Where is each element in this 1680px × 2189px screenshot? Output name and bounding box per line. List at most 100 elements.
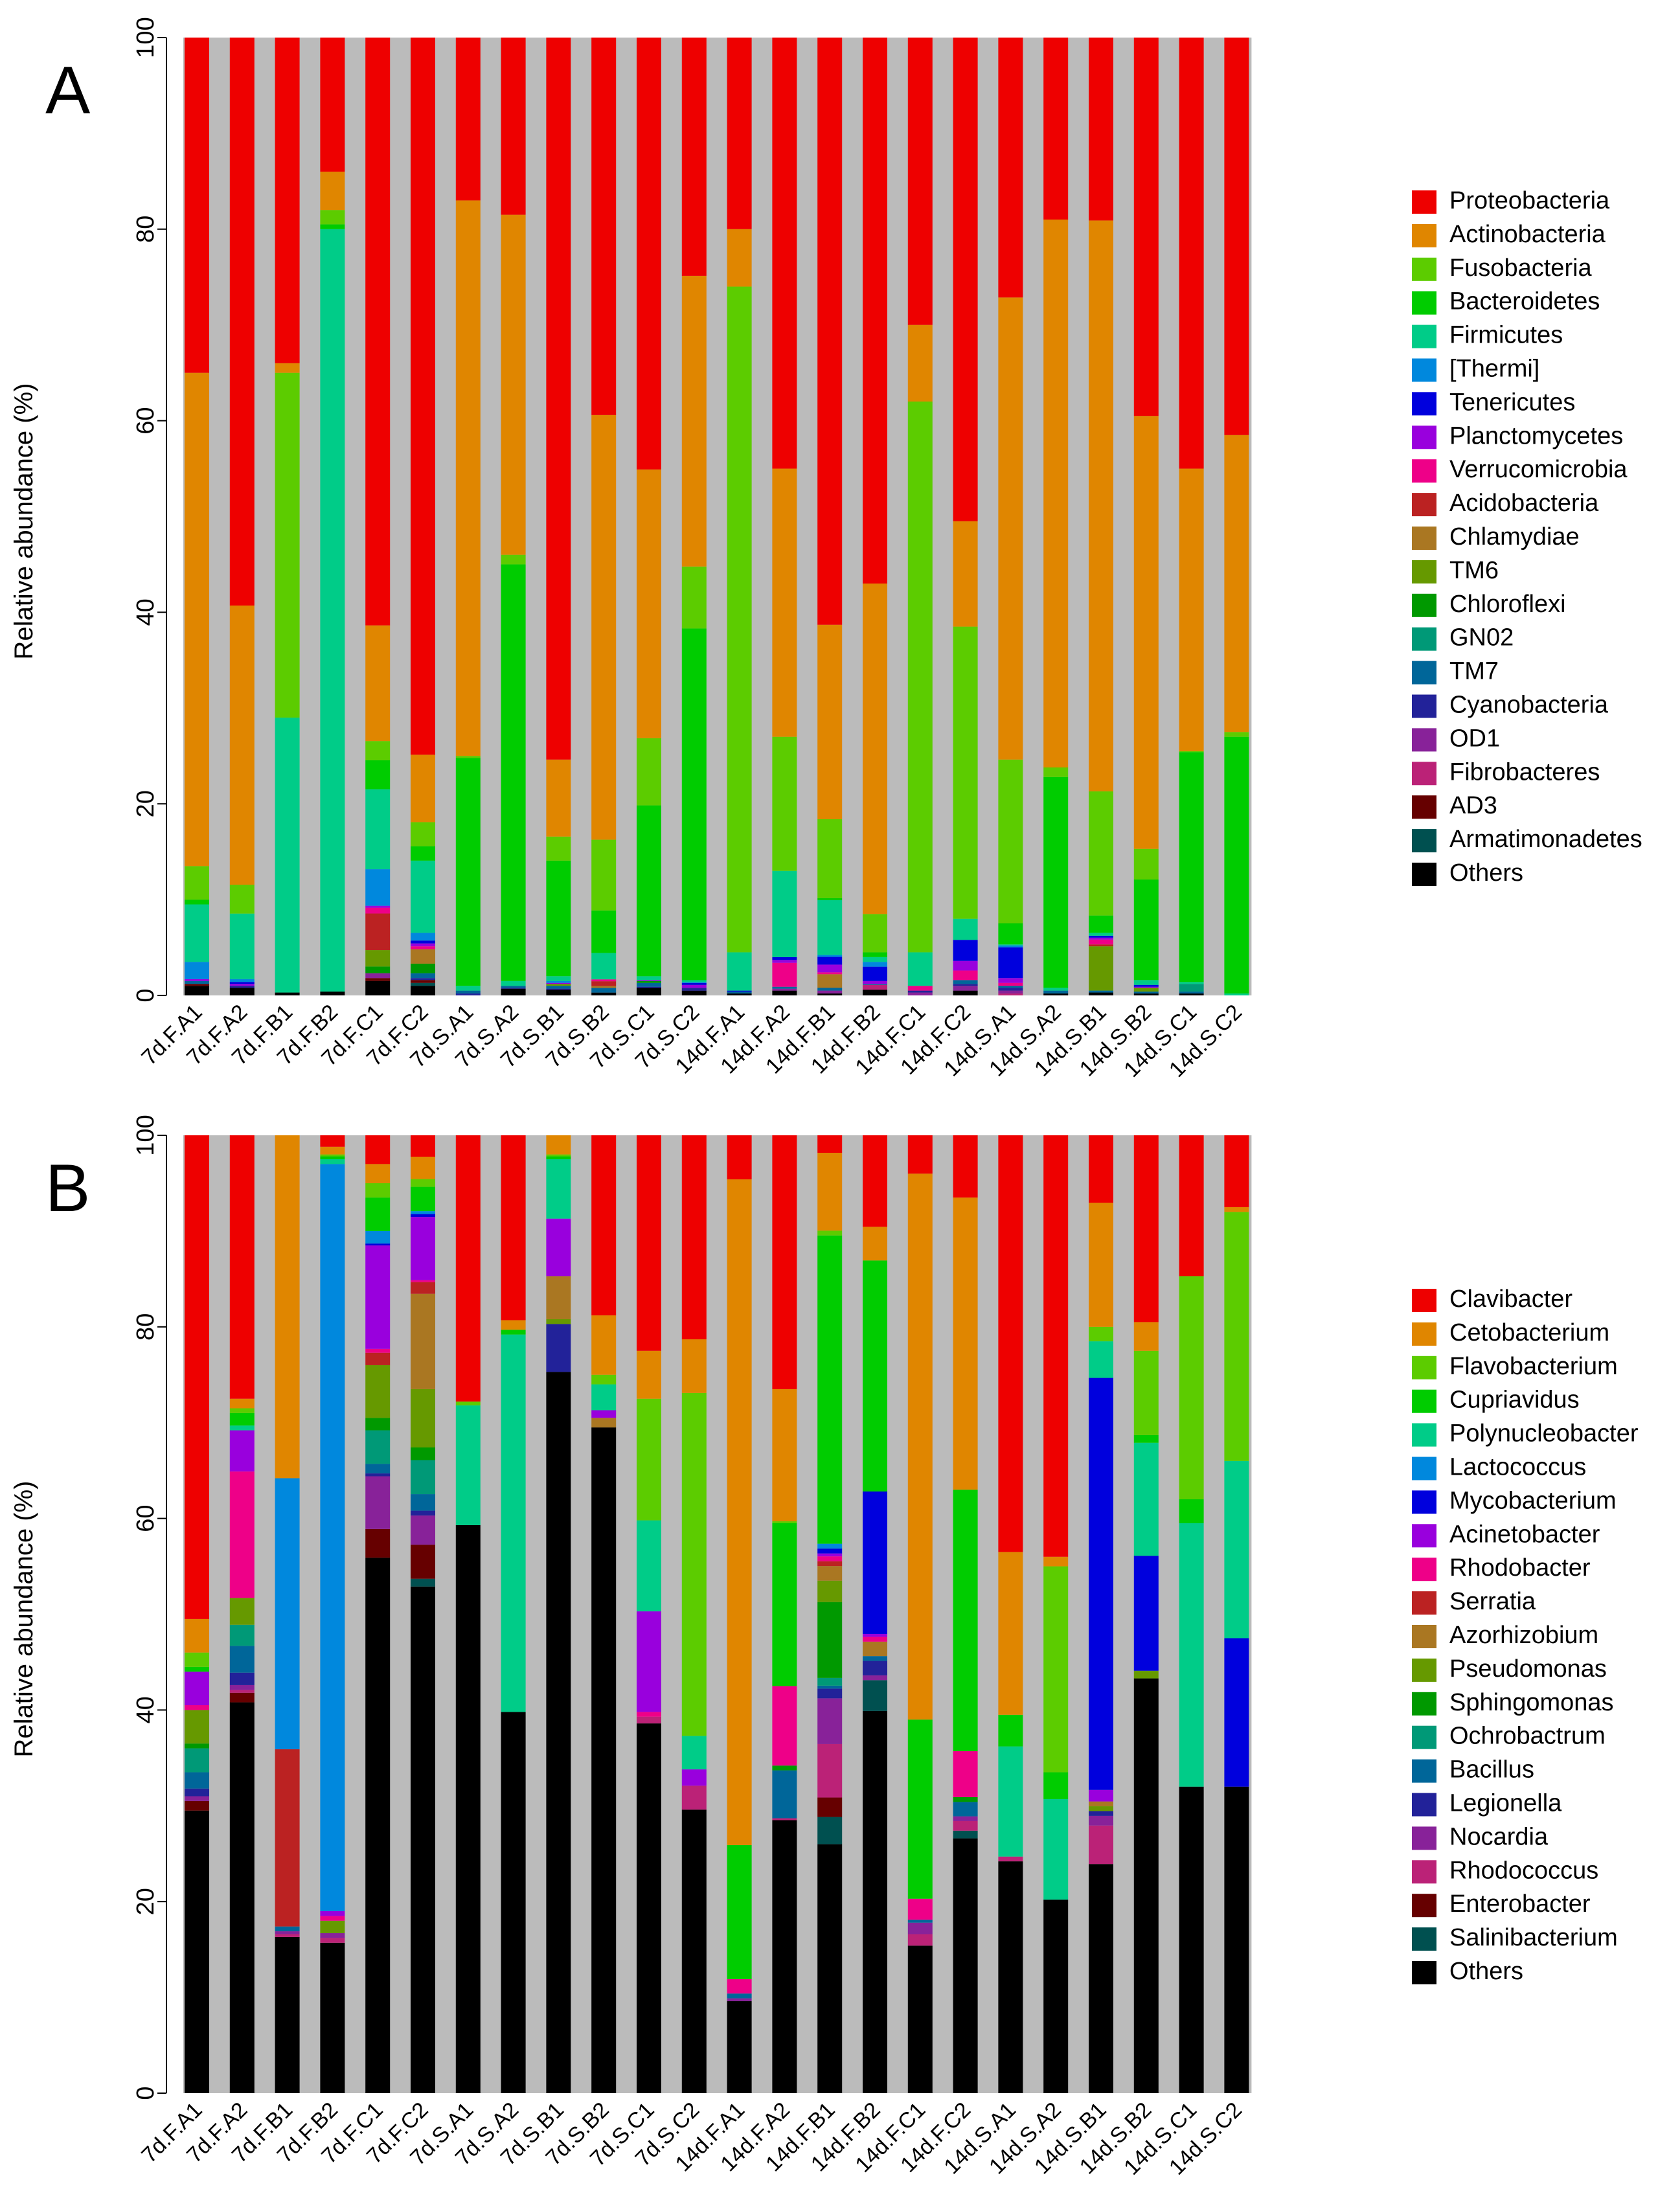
bar-segment-thermi-7d-f-c2 — [411, 933, 435, 941]
bar-segment-proteobacteria-7d-s-b2 — [591, 38, 617, 415]
bar-segment-planctomycetes-14d-s-a1 — [998, 978, 1023, 983]
y-tick-label: 20 — [132, 1888, 159, 1915]
bar-segment-od1-14d-f-a2 — [772, 988, 797, 991]
bar-segment-proteobacteria-14d-s-c2 — [1224, 38, 1249, 435]
bar-segment-nocardia-14d-f-b2 — [863, 1675, 887, 1681]
bar-segment-cyanobacteria-14d-s-a1 — [998, 988, 1023, 991]
bar-segment-cupriavidus-14d-s-a2 — [1043, 1772, 1069, 1799]
legend-label: Rhodococcus — [1449, 1857, 1598, 1884]
bar-segment-clavibacter-7d-f-a2 — [229, 1135, 255, 1399]
bar-segment-cyanobacteria-14d-f-c1 — [907, 990, 933, 993]
bar-segment-planctomycetes-7d-f-a2 — [229, 984, 255, 986]
bar-segment-verrucomicrobia-14d-f-c1 — [907, 986, 933, 991]
bar-segment-armatimonadetes-7d-f-c2 — [411, 982, 435, 986]
bar-segment-rhodobacter-14d-f-a1 — [727, 1979, 752, 1994]
bar-segment-tenericutes-7d-f-a2 — [229, 982, 255, 984]
bar-segment-lactococcus-7d-f-c2 — [411, 1211, 435, 1214]
bar-segment-rhodococcus-14d-f-c1 — [907, 1934, 933, 1946]
bar-segment-rhodococcus-14d-s-b1 — [1089, 1825, 1113, 1865]
bar-segment-rhodococcus-7d-f-b2 — [320, 1938, 345, 1943]
bar-segment-ochrobactrum-7d-f-c1 — [365, 1430, 391, 1464]
bar-segment-od1-7d-f-c1 — [365, 973, 391, 979]
bar-segment-pseudomonas-7d-f-b2 — [320, 1920, 345, 1934]
legend-label: Lactococcus — [1449, 1454, 1586, 1481]
bar-segment-cetobacterium-7d-f-b2 — [320, 1146, 345, 1155]
bar-segment-planctomycetes-7d-f-c1 — [365, 905, 391, 908]
bar-segment-actinobacteria-7d-f-c1 — [365, 625, 391, 742]
bar-segment-flavobacterium-7d-f-a1 — [185, 1652, 209, 1667]
bar-segment-proteobacteria-14d-f-b2 — [863, 38, 887, 584]
legend-swatch — [1412, 1692, 1436, 1716]
bar-segment-polynucleobacter-14d-s-a1 — [998, 1746, 1023, 1857]
bar-segment-rhodobacter-14d-f-b1 — [817, 1556, 843, 1561]
bar-segment-tm7-14d-s-c1 — [1179, 992, 1204, 994]
bar-segment-others-7d-f-b1 — [275, 1936, 300, 2093]
bar-segment-thermi-7d-f-a1 — [185, 962, 209, 979]
bar-segment-others-14d-f-b1 — [817, 1844, 843, 2093]
bar-segment-cetobacterium-7d-s-c2 — [681, 1339, 707, 1393]
bar-segment-others-14d-s-c2 — [1224, 1786, 1249, 2093]
bar-segment-clavibacter-14d-s-b2 — [1133, 1135, 1159, 1322]
bar-segment-proteobacteria-7d-f-c1 — [365, 38, 391, 626]
legend-swatch — [1412, 1558, 1436, 1582]
legend-label: Nocardia — [1449, 1823, 1549, 1850]
bar-segment-od1-14d-f-b1 — [817, 990, 843, 994]
legend-label: OD1 — [1449, 725, 1500, 752]
bar-segment-tm7-14d-s-a1 — [998, 986, 1023, 988]
bar-segment-others-7d-f-b2 — [320, 1942, 345, 2093]
bar-segment-clavibacter-14d-s-b1 — [1089, 1135, 1113, 1203]
bar-segment-bacteroidetes-7d-s-c2 — [681, 628, 707, 981]
y-tick-label: 80 — [132, 216, 159, 243]
bar-segment-flavobacterium-7d-s-c1 — [637, 1398, 661, 1521]
bar-segment-flavobacterium-7d-f-c1 — [365, 1183, 391, 1198]
bar-segment-actinobacteria-7d-s-c1 — [637, 469, 661, 738]
bar-segment-ad3-7d-f-c1 — [365, 978, 391, 981]
bar-segment-cupriavidus-14d-s-c1 — [1179, 1499, 1204, 1523]
bar-segment-lactococcus-7d-f-c1 — [365, 1231, 391, 1244]
bar-segment-planctomycetes-7d-f-a1 — [185, 979, 209, 981]
bar-segment-flavobacterium-7d-s-a1 — [455, 1401, 481, 1406]
bar-segment-actinobacteria-14d-f-a2 — [772, 468, 797, 737]
legend-label: Chlamydiae — [1449, 523, 1580, 550]
panel-b: B Relative abundance (%) 0 20 40 60 80 100 7d.… — [10, 1115, 1639, 2180]
bar-segment-bacillus-14d-f-a1 — [727, 1993, 752, 1999]
bar-segment-mycobacterium-7d-f-c2 — [411, 1214, 435, 1218]
bar-segment-proteobacteria-7d-f-b1 — [275, 38, 300, 363]
bar-segment-others-7d-f-a1 — [185, 986, 209, 995]
bar-segment-others-14d-s-b1 — [1089, 1864, 1113, 2093]
bar-segment-polynucleobacter-7d-s-a2 — [501, 1334, 526, 1712]
bar-segment-bacteroidetes-7d-f-c1 — [365, 760, 391, 789]
y-axis-label-b: Relative abundance (%) — [10, 1481, 38, 1758]
bar-segment-polynucleobacter-7d-s-c1 — [637, 1520, 661, 1612]
bar-segment-bacteroidetes-14d-s-a2 — [1043, 777, 1069, 988]
legend-label: Bacteroidetes — [1449, 288, 1600, 315]
bar-segment-fusobacteria-14d-s-c2 — [1224, 732, 1249, 737]
bar-segment-ochrobactrum-7d-f-c2 — [411, 1460, 435, 1495]
legend-label: Chloroflexi — [1449, 591, 1566, 618]
bar-segment-proteobacteria-14d-f-b1 — [817, 38, 843, 625]
bar-segment-legionella-14d-s-b1 — [1089, 1811, 1113, 1816]
bar-segment-actinobacteria-7d-s-b1 — [546, 759, 571, 837]
bar-segment-flavobacterium-14d-s-b2 — [1133, 1350, 1159, 1435]
legend-swatch — [1412, 257, 1436, 281]
bar-segment-acinetobacter-7d-s-c2 — [681, 1769, 707, 1786]
legend-swatch — [1412, 527, 1436, 550]
bar-segment-bacteroidetes-7d-s-a1 — [455, 758, 481, 986]
bar-segment-clavibacter-14d-f-a2 — [772, 1135, 797, 1389]
bar-segment-bacillus-7d-f-a1 — [185, 1772, 209, 1789]
bar-segment-tm7-7d-s-a2 — [501, 986, 526, 988]
bar-segment-flavobacterium-14d-s-b1 — [1089, 1326, 1113, 1342]
bar-segment-sphingomonas-7d-f-c2 — [411, 1447, 435, 1460]
bar-segment-mycobacterium-14d-s-b2 — [1133, 1556, 1159, 1671]
bar-segment-firmicutes-14d-f-a1 — [727, 952, 752, 991]
y-tick-label: 80 — [132, 1313, 159, 1341]
bar-segment-actinobacteria-14d-f-a1 — [727, 229, 752, 287]
bar-segment-clavibacter-7d-s-a2 — [501, 1135, 526, 1321]
legend-swatch — [1412, 358, 1436, 382]
bar-segment-od1-14d-s-a1 — [998, 990, 1023, 994]
legend-swatch — [1412, 1894, 1436, 1918]
bar-segment-salinibacterium-14d-f-b2 — [863, 1680, 887, 1711]
bar-segment-acinetobacter-7d-s-b2 — [591, 1410, 617, 1418]
bar-segment-actinobacteria-14d-f-b2 — [863, 584, 887, 914]
bar-segment-cupriavidus-14d-f-b2 — [863, 1260, 887, 1491]
